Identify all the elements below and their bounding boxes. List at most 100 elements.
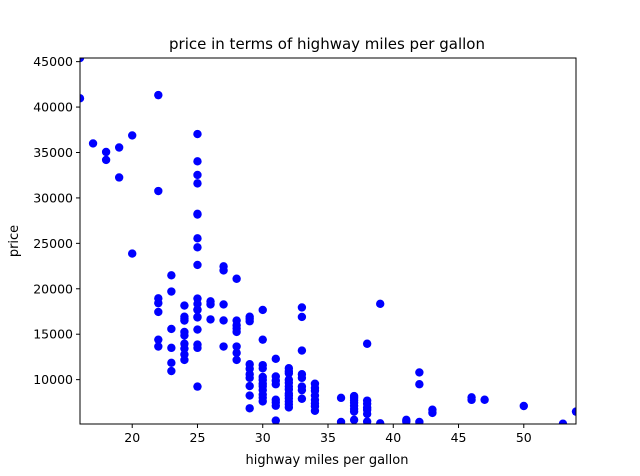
data-point — [193, 260, 202, 270]
plot-area-frame — [79, 57, 577, 425]
data-point — [180, 331, 189, 340]
y-tick-label: 10000 — [33, 372, 73, 387]
y-tick-label: 30000 — [33, 190, 73, 205]
data-point — [271, 401, 280, 410]
data-point — [362, 409, 372, 419]
data-point — [245, 391, 254, 400]
data-point — [297, 303, 307, 312]
data-point — [336, 393, 346, 403]
data-point — [193, 325, 202, 334]
data-point — [297, 385, 307, 395]
data-point — [219, 316, 228, 325]
data-point — [571, 407, 576, 416]
data-point — [271, 354, 280, 364]
data-point — [193, 299, 202, 309]
data-point — [402, 417, 411, 424]
data-points — [80, 58, 576, 424]
data-point — [284, 369, 294, 378]
data-point — [88, 139, 98, 148]
data-point — [180, 344, 189, 353]
data-point — [258, 397, 267, 406]
y-axis-label: price — [7, 225, 22, 257]
data-point — [193, 157, 202, 166]
data-point — [284, 403, 294, 412]
x-tick-label: 25 — [190, 430, 206, 445]
data-point — [415, 417, 424, 424]
data-point — [167, 366, 176, 376]
data-point — [193, 129, 202, 139]
data-point — [232, 342, 241, 351]
data-point — [232, 274, 241, 283]
data-point — [193, 382, 202, 391]
data-point — [558, 419, 568, 424]
data-point — [232, 348, 241, 358]
y-tick-label: 40000 — [33, 100, 73, 115]
data-point — [297, 394, 307, 403]
data-point — [219, 300, 228, 309]
data-point — [232, 327, 241, 337]
data-point — [349, 407, 359, 416]
data-point — [232, 355, 241, 365]
data-point — [415, 368, 424, 377]
x-tick-label: 30 — [255, 430, 271, 445]
data-point — [193, 179, 202, 188]
data-point — [258, 305, 267, 315]
data-point — [167, 271, 176, 280]
x-tick-label: 40 — [385, 430, 401, 445]
data-point — [519, 401, 528, 411]
data-point — [180, 301, 189, 310]
data-point — [154, 342, 163, 351]
data-point — [258, 364, 267, 373]
x-tick-label: 35 — [320, 430, 336, 445]
data-point — [128, 131, 137, 140]
data-point — [154, 307, 163, 317]
data-point — [297, 373, 307, 383]
data-point — [219, 342, 228, 351]
x-tick-label: 45 — [451, 430, 467, 445]
data-point — [480, 395, 489, 404]
data-point — [180, 355, 189, 365]
data-point — [206, 315, 215, 324]
data-point — [271, 380, 280, 389]
data-point — [193, 210, 202, 219]
data-point — [154, 186, 163, 196]
data-point — [271, 416, 280, 424]
data-point — [245, 404, 254, 413]
data-point — [154, 90, 163, 100]
y-tick-label: 45000 — [33, 54, 73, 69]
data-point — [376, 419, 385, 424]
data-point — [428, 408, 437, 418]
chart-title: price in terms of highway miles per gall… — [169, 35, 485, 53]
data-point — [245, 373, 254, 383]
data-point — [193, 234, 202, 243]
data-point — [167, 287, 176, 296]
data-point — [467, 395, 476, 405]
data-point — [154, 298, 163, 308]
data-point — [167, 343, 176, 353]
data-point — [128, 249, 137, 258]
x-tick-label: 50 — [516, 430, 532, 445]
data-point — [167, 358, 176, 368]
data-point — [206, 300, 215, 309]
data-point — [193, 343, 202, 353]
data-point — [154, 335, 163, 344]
data-point — [114, 143, 124, 152]
data-point — [193, 313, 202, 322]
data-point — [336, 417, 346, 424]
data-point — [362, 339, 372, 348]
y-tick-label: 20000 — [33, 281, 73, 296]
y-tick-label: 15000 — [33, 327, 73, 342]
x-axis-label: highway miles per gallon — [246, 453, 409, 468]
data-point — [297, 312, 307, 322]
data-point — [245, 381, 254, 391]
data-point — [349, 415, 359, 424]
x-tick-label: 20 — [124, 430, 140, 445]
x-axis-ticks: 20 25 30 35 40 45 50 — [124, 424, 532, 445]
data-point — [219, 266, 228, 275]
data-point — [362, 417, 372, 424]
data-point — [258, 335, 267, 344]
data-point — [114, 173, 124, 182]
data-point — [245, 317, 254, 326]
